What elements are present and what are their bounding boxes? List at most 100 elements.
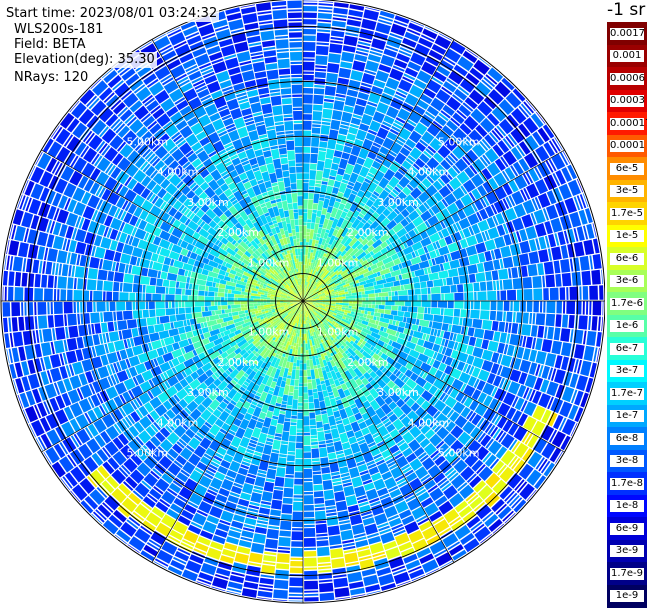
- radar-gate: [314, 491, 324, 497]
- radar-gate: [37, 232, 48, 247]
- radar-gate: [303, 1, 318, 2]
- radar-gate: [336, 303, 339, 305]
- radar-gate: [231, 305, 241, 309]
- radar-gate: [468, 327, 475, 336]
- radar-gate: [317, 29, 330, 32]
- radar-gate: [395, 301, 405, 306]
- radar-gate: [303, 383, 307, 386]
- radar-gate: [74, 278, 77, 289]
- radar-gate: [230, 278, 234, 282]
- radar-gate: [308, 390, 313, 396]
- radar-gate: [317, 33, 330, 42]
- radar-gate: [304, 492, 313, 495]
- radar-gate: [103, 291, 106, 301]
- radar-gate: [593, 254, 602, 269]
- radar-gate: [496, 311, 502, 321]
- radar-gate: [529, 313, 532, 324]
- radar-gate: [185, 289, 191, 295]
- radar-gate: [297, 420, 303, 429]
- radar-gate: [311, 435, 318, 438]
- radar-gate: [119, 331, 123, 340]
- radar-gate: [186, 277, 190, 283]
- radar-gate: [176, 314, 186, 321]
- radar-gate: [492, 321, 499, 331]
- radar-gate: [362, 301, 372, 304]
- radar-gate: [427, 281, 434, 288]
- radar-gate: [304, 495, 314, 504]
- radar-gate: [147, 317, 157, 326]
- radar-gate: [230, 575, 245, 583]
- radar-gate: [130, 256, 137, 266]
- radar-gate: [546, 275, 556, 288]
- radar-gate: [346, 495, 358, 506]
- radar-gate: [539, 237, 547, 250]
- radar-gate: [205, 291, 208, 296]
- radar-gate: [28, 360, 36, 374]
- radar-gate: [449, 259, 460, 269]
- radar-gate: [60, 289, 66, 301]
- radar-gate: [277, 302, 280, 303]
- radar-gate: [316, 534, 328, 537]
- radar-gate: [304, 594, 318, 596]
- radar-gate: [369, 297, 375, 301]
- radar-gate: [303, 344, 306, 354]
- radar-gate: [356, 316, 360, 320]
- radar-gate: [260, 578, 274, 585]
- radar-gate: [192, 290, 198, 296]
- radar-gate: [478, 253, 486, 263]
- radar-gate: [98, 366, 110, 379]
- radar-gate: [98, 270, 108, 281]
- radar-gate: [270, 509, 281, 516]
- radar-gate: [303, 222, 307, 225]
- radar-gate: [44, 248, 48, 261]
- radar-gate: [349, 301, 352, 303]
- radar-gate: [497, 291, 500, 301]
- radar-gate: [537, 263, 544, 275]
- radar-gate: [52, 328, 56, 340]
- radar-gate: [341, 530, 354, 541]
- radar-gate: [309, 262, 311, 265]
- radar-gate: [361, 19, 376, 30]
- radar-gate: [303, 209, 307, 212]
- radar-gate: [77, 314, 80, 325]
- radar-gate: [339, 295, 342, 297]
- radar-gate: [330, 548, 343, 558]
- radar-gate: [182, 302, 185, 308]
- radar-gate: [485, 239, 496, 251]
- radar-gate: [337, 168, 345, 176]
- radar-gate: [538, 249, 549, 262]
- radar-gate: [309, 403, 315, 409]
- radar-gate: [201, 323, 205, 328]
- radar-gate: [294, 495, 304, 498]
- radar-gate: [109, 331, 119, 342]
- radar-gate: [421, 288, 427, 294]
- radar-gate: [212, 282, 216, 287]
- radar-gate: [304, 416, 310, 425]
- radar-gate: [245, 477, 255, 485]
- radar-gate: [603, 301, 604, 316]
- radar-gate: [303, 19, 317, 25]
- radar-gate: [165, 302, 168, 309]
- radar-gate: [327, 139, 336, 149]
- radar-gate: [278, 550, 290, 553]
- radar-gate: [54, 276, 57, 288]
- radar-gate: [228, 290, 231, 294]
- radar-gate: [13, 332, 23, 347]
- radar-gate: [93, 302, 96, 312]
- radar-gate: [304, 459, 312, 468]
- radar-gate: [308, 380, 312, 383]
- radar-gate: [366, 489, 378, 501]
- radar-gate: [120, 109, 133, 121]
- radar-gate: [39, 261, 43, 274]
- radar-gate: [313, 111, 323, 121]
- radar-gate: [317, 365, 321, 369]
- radar-gate: [94, 323, 101, 334]
- radar-gate: [445, 348, 453, 357]
- radar-gate: [103, 312, 113, 322]
- radar-gate: [98, 505, 112, 518]
- radar-gate: [498, 506, 512, 519]
- radar-gate: [261, 427, 269, 435]
- radar-gate: [99, 259, 103, 269]
- radar-gate: [580, 256, 590, 271]
- radar-gate: [250, 492, 262, 503]
